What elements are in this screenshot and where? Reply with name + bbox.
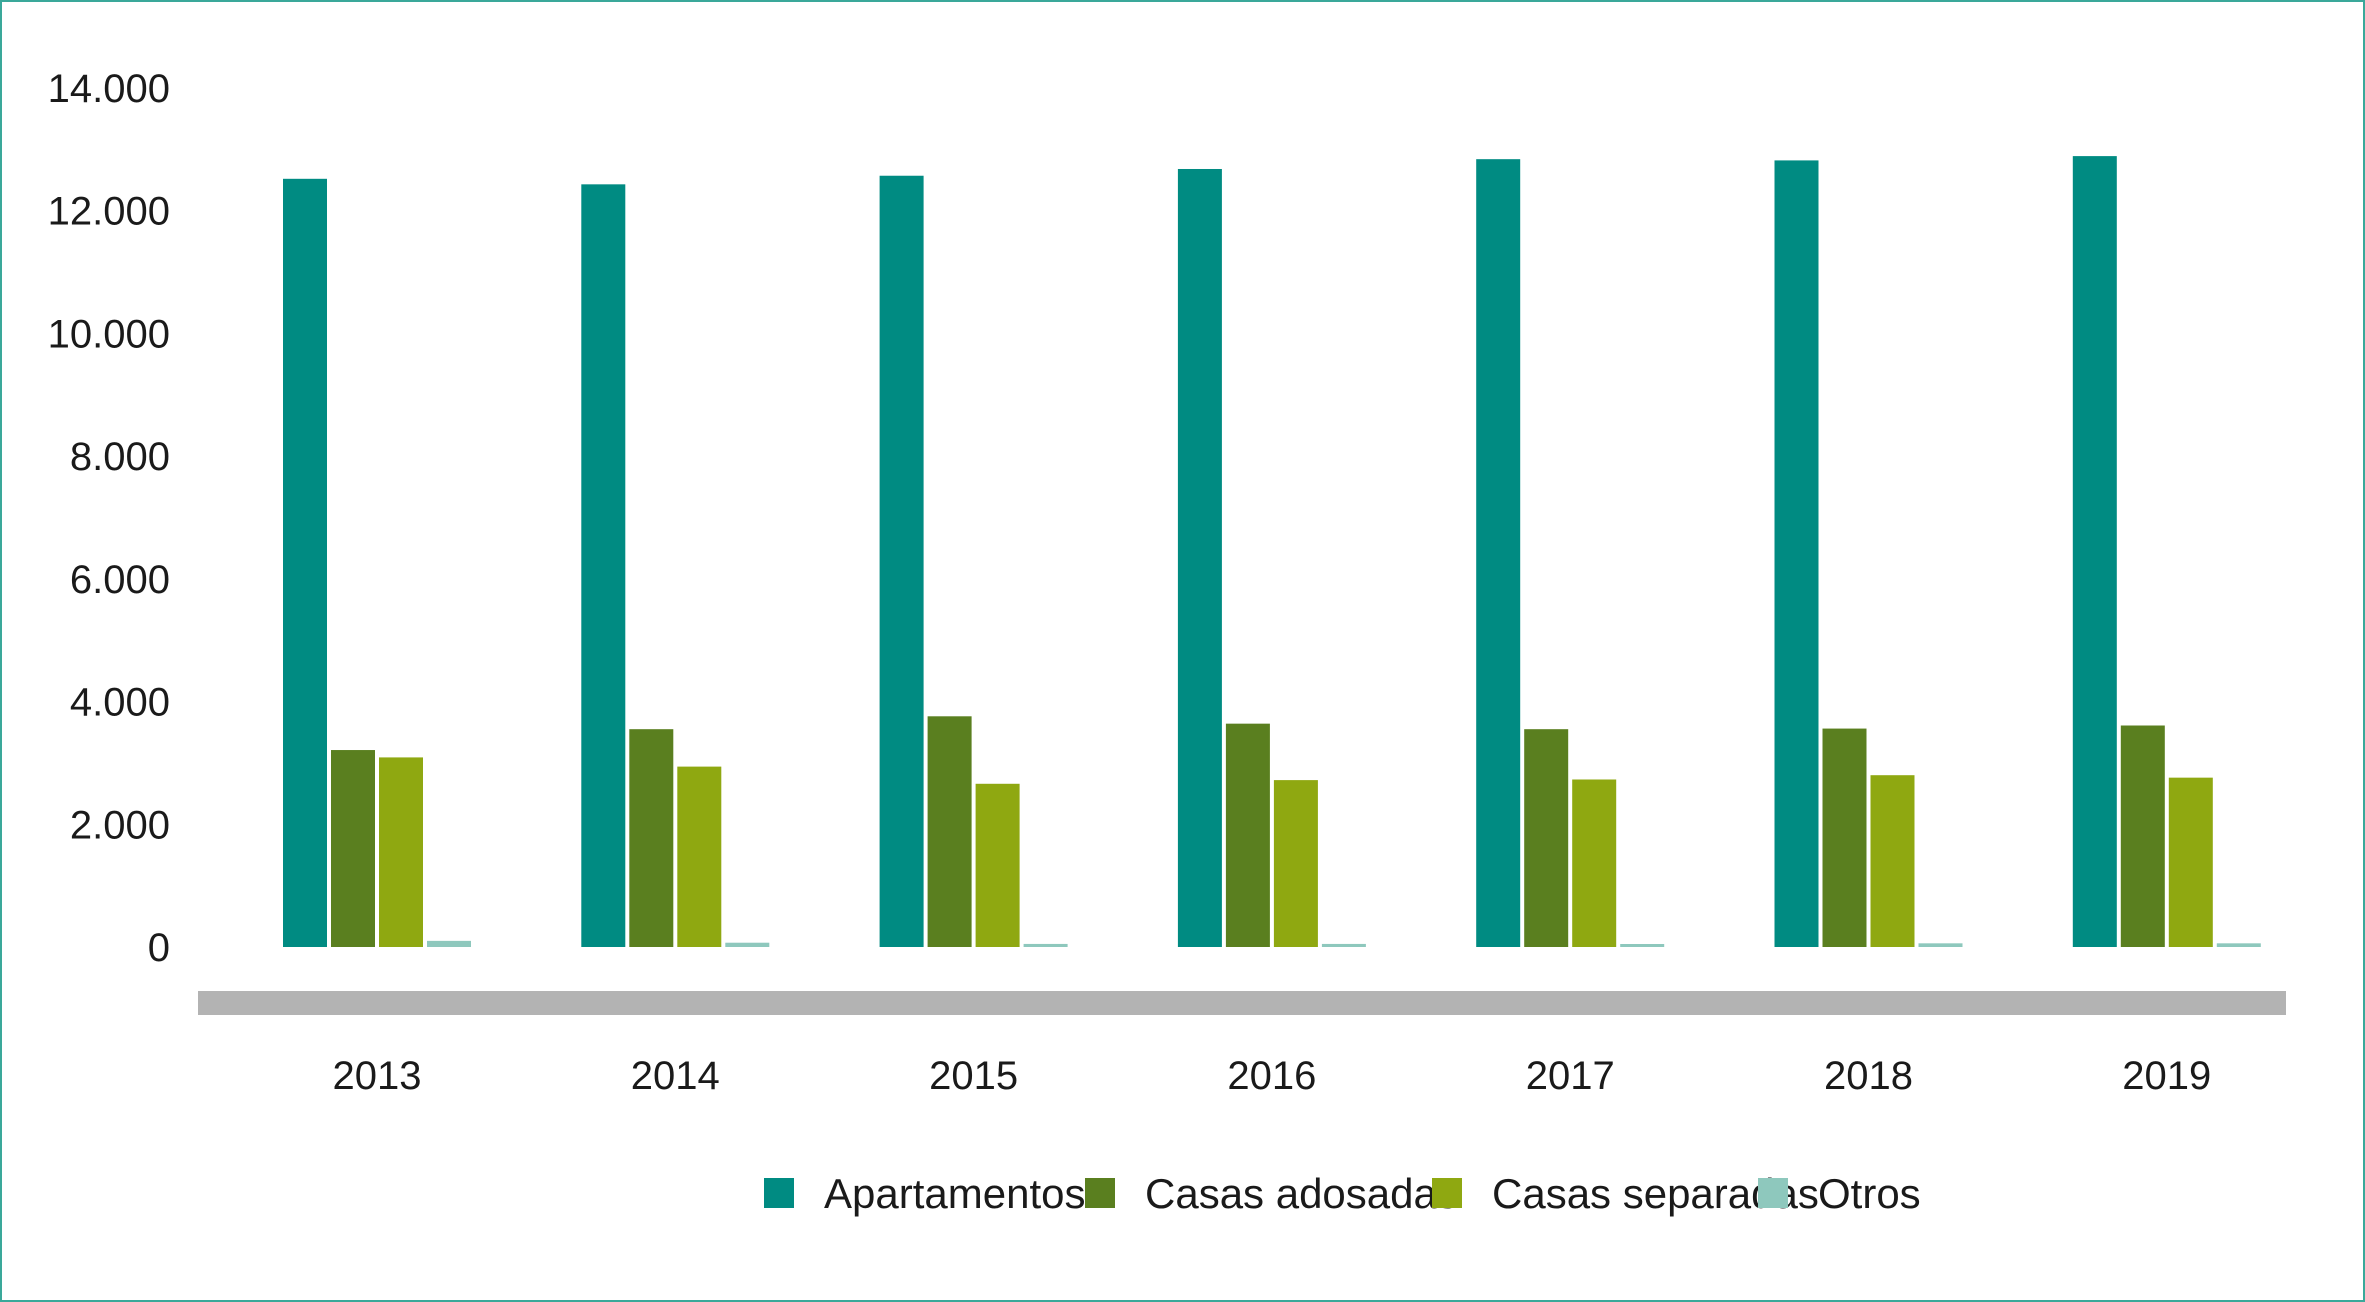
bar-2017-2 (1524, 729, 1569, 947)
bar-2018-3 (1870, 775, 1915, 947)
bar-2018-4 (1918, 943, 1963, 947)
legend-swatch (1085, 1178, 1115, 1208)
bar-2013-4 (427, 940, 471, 947)
y-tick-label: 0 (148, 926, 170, 970)
bar-2017-4 (1620, 944, 1665, 947)
bar-2019-4 (2216, 943, 2261, 947)
bar-2014-1 (581, 184, 626, 948)
bar-2018-2 (1822, 728, 1867, 947)
bar-2013-1 (283, 178, 327, 947)
bar-2019-2 (2120, 725, 2165, 947)
bar-2017-3 (1572, 779, 1617, 947)
bar-2015-2 (927, 716, 972, 947)
x-tick-label: 2019 (2122, 1054, 2211, 1098)
legend: Apartamentos Casas adosadas Casas separada… (764, 1170, 1921, 1217)
bar-2017-1 (1476, 159, 1521, 947)
x-axis-labels: 2013 2014 2015 2016 2017 2018 2019 (333, 1054, 2212, 1098)
x-tick-label: 2013 (333, 1054, 422, 1098)
bar-2018-1 (1774, 160, 1819, 947)
legend-swatch (764, 1178, 794, 1208)
bar-2015-1 (879, 175, 924, 947)
x-tick-label: 2015 (929, 1054, 1018, 1098)
x-tick-label: 2018 (1824, 1054, 1913, 1098)
y-axis: 0 2.000 4.000 6.000 8.000 10.000 12.000 14.000 (48, 67, 170, 970)
x-tick-label: 2014 (631, 1054, 720, 1098)
bar-2016-1 (1177, 168, 1222, 947)
y-tick-label: 2.000 (70, 803, 170, 847)
x-tick-label: 2017 (1526, 1054, 1615, 1098)
bar-2016-3 (1273, 780, 1318, 947)
bar-2015-4 (1023, 943, 1068, 947)
bar-2014-2 (629, 729, 674, 947)
legend-label: Casas adosadas (1145, 1170, 1458, 1217)
bars (283, 156, 2261, 948)
bar-2014-3 (677, 766, 722, 947)
y-tick-label: 8.000 (70, 435, 170, 479)
legend-swatch (1432, 1178, 1462, 1208)
y-tick-label: 12.000 (48, 190, 170, 234)
bar-2016-2 (1225, 723, 1270, 947)
bar-2014-4 (725, 942, 770, 947)
x-tick-label: 2016 (1227, 1054, 1316, 1098)
bar-2019-1 (2072, 156, 2117, 947)
y-tick-label: 4.000 (70, 681, 170, 725)
bar-2019-3 (2168, 777, 2213, 947)
y-tick-label: 10.000 (48, 312, 170, 356)
y-tick-label: 14.000 (48, 67, 170, 111)
bar-2013-3 (379, 757, 423, 947)
legend-label: Otros (1818, 1170, 1921, 1217)
legend-swatch (1758, 1178, 1788, 1208)
bar-2016-4 (1321, 943, 1366, 947)
legend-label: Apartamentos (824, 1170, 1085, 1217)
bar-2015-3 (975, 783, 1020, 947)
y-tick-label: 6.000 (70, 558, 170, 602)
x-axis-band (198, 991, 2286, 1015)
bar-2013-2 (331, 750, 375, 947)
